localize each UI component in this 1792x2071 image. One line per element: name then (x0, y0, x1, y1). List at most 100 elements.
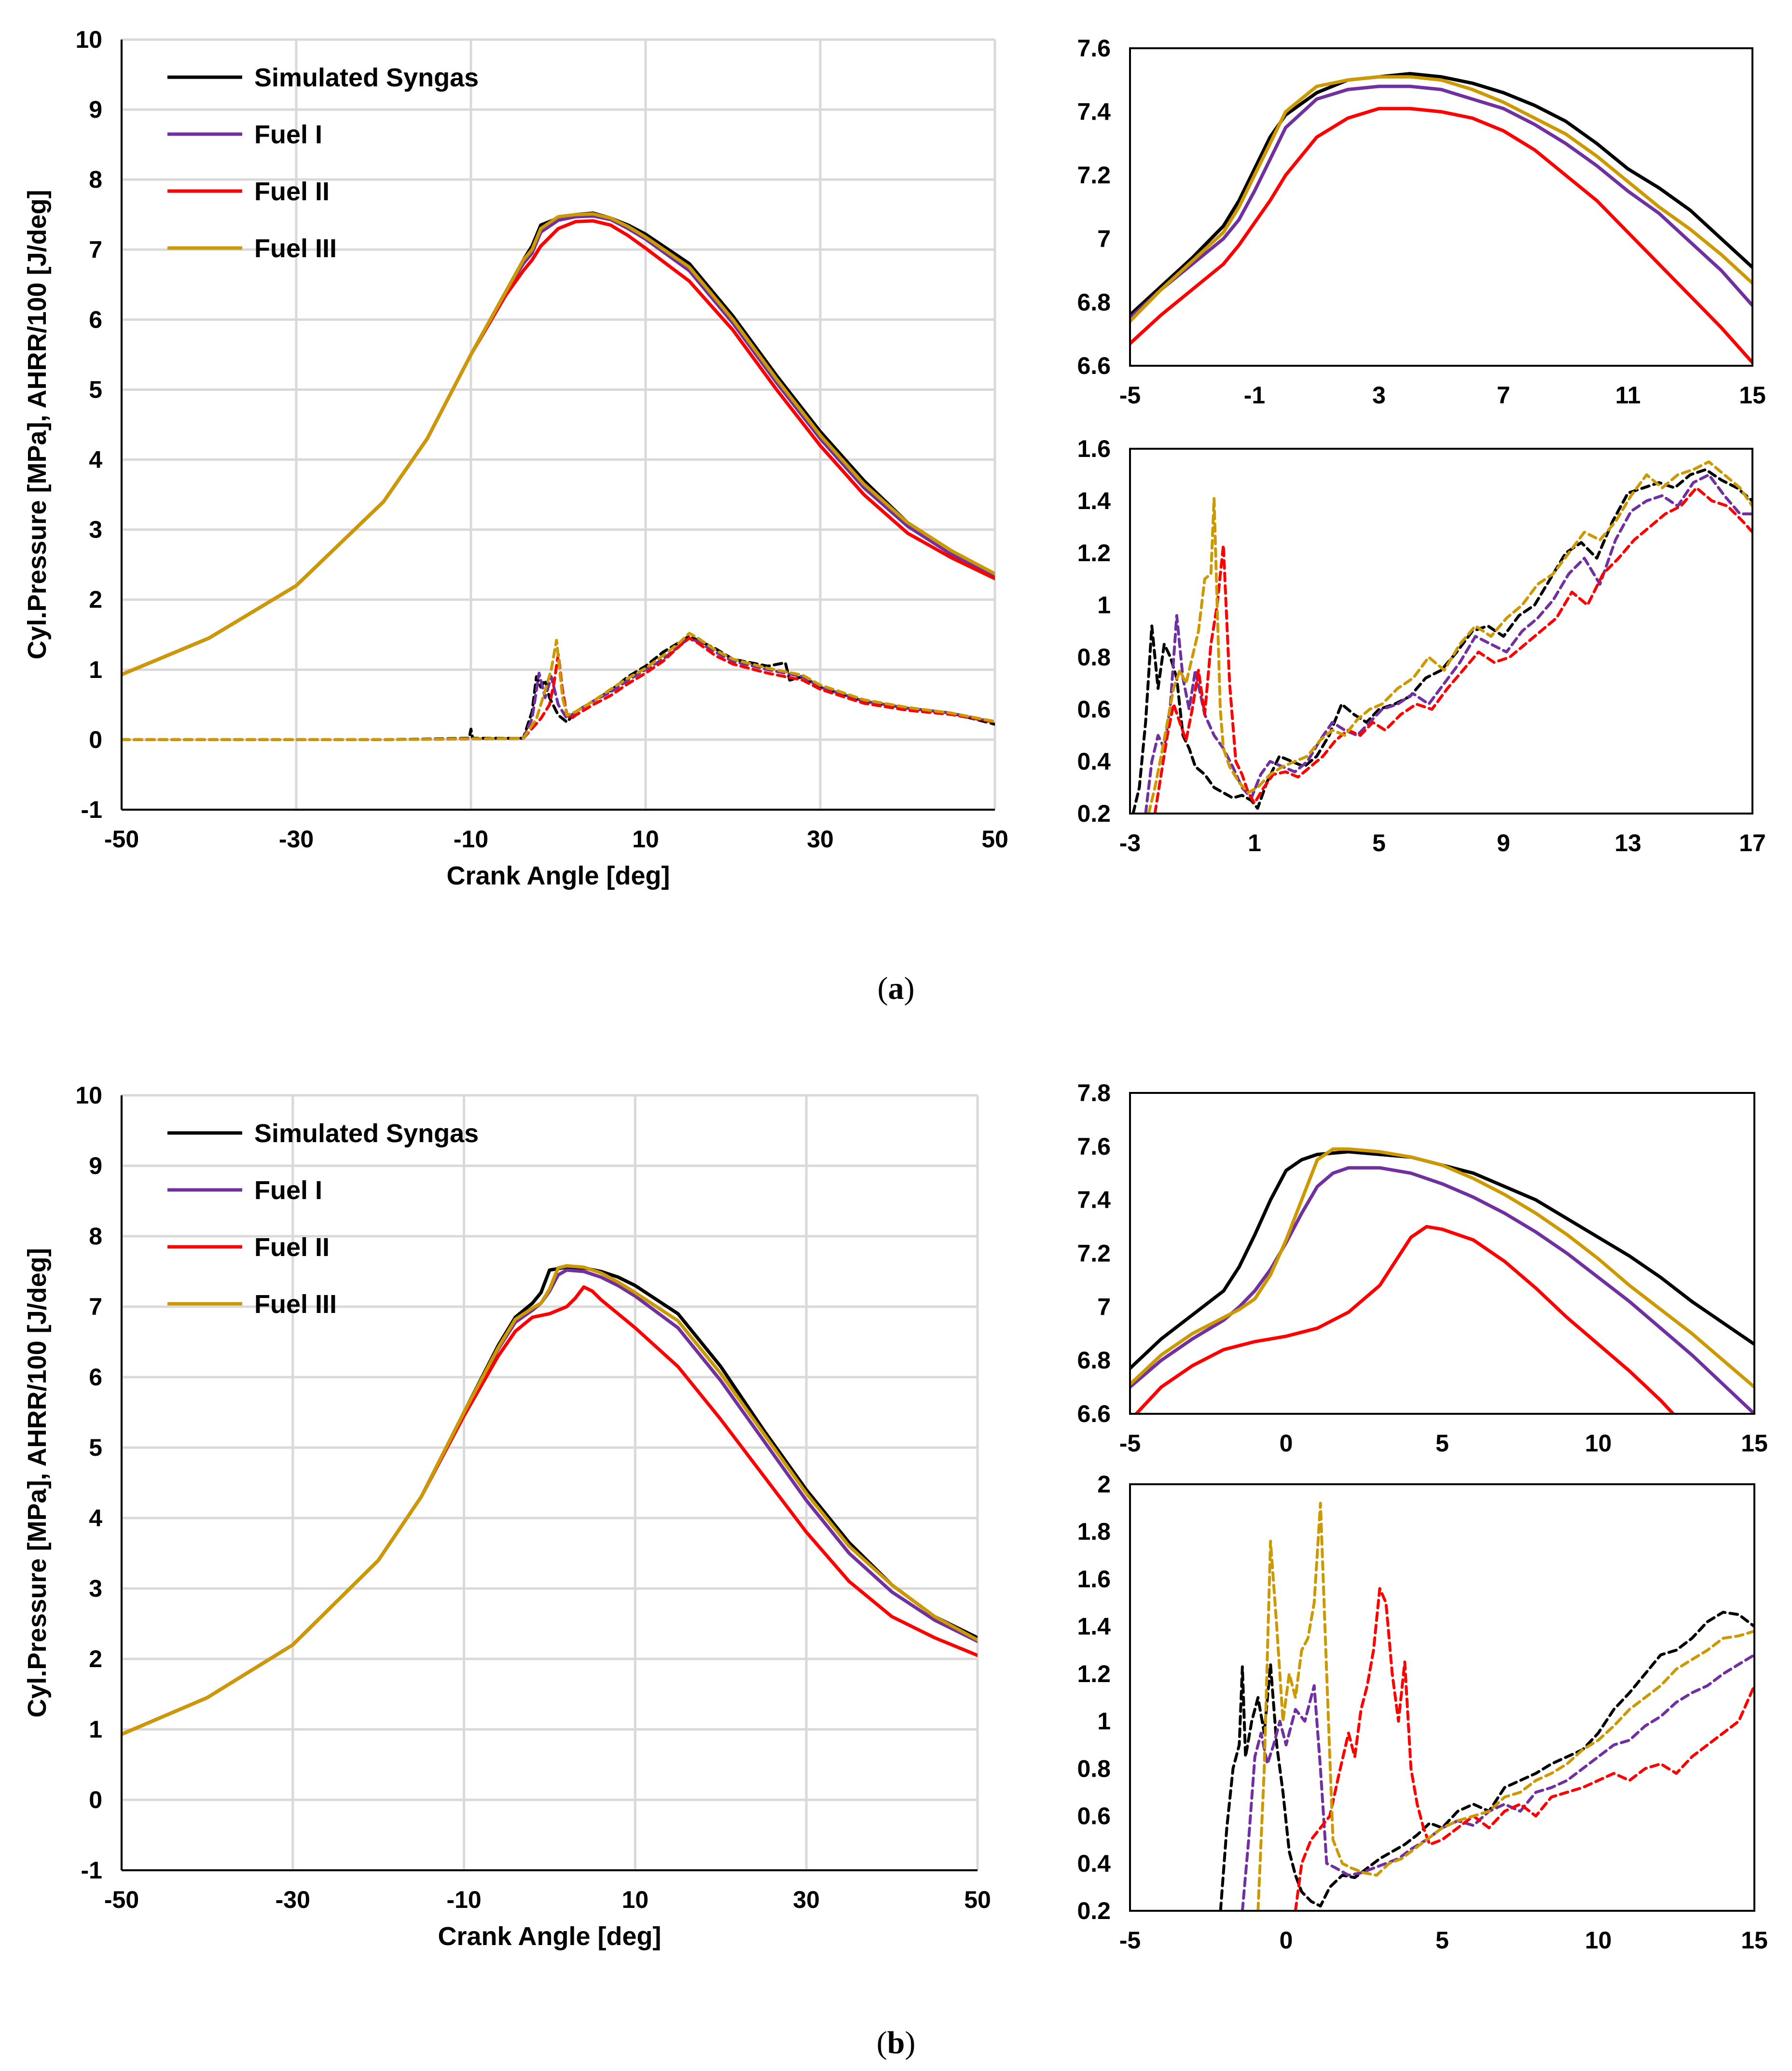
x-tick-label: -30 (279, 826, 314, 853)
chart-b-ahrr-zoom: -5 0 5 10 15 0.2 0.4 0.6 0.8 1 1.2 1.4 1.6 1.8 2 (1077, 1471, 1767, 1954)
x-tick-label: 30 (807, 826, 834, 853)
x-tick-label: 0 (1280, 1430, 1293, 1457)
y-tick-label: -1 (81, 1857, 102, 1884)
x-axis-label: Crank Angle [deg] (438, 1922, 661, 1951)
x-tick-label: -5 (1119, 382, 1141, 409)
x-tick-label: 10 (632, 826, 659, 853)
series-line-fuel-i-dashed (1241, 1653, 1754, 1911)
chart-a-ahrr-zoom: -3 1 5 9 13 17 0.2 0.4 0.6 0.8 1 1.2 1.4 1.6 (1077, 435, 1765, 856)
x-tick-label: 11 (1615, 382, 1641, 409)
y-tick-label: 6 (89, 306, 102, 333)
series-line-fuel-ii-solid (122, 219, 995, 677)
x-tick-label: -1 (1244, 382, 1265, 409)
series-line-simulated-syngas-dashed (1219, 1611, 1754, 1911)
y-tick-label: 0.6 (1077, 696, 1111, 723)
x-tick-label: 9 (1497, 829, 1510, 856)
y-tick-label: 7.8 (1077, 1079, 1111, 1106)
y-tick-label: 7 (1097, 225, 1111, 252)
y-tick-label: 1 (89, 656, 102, 683)
y-tick-label: 7.2 (1077, 162, 1111, 189)
series-line-fuel-i-solid (122, 214, 995, 677)
y-tick-label: 7.2 (1077, 1240, 1111, 1267)
legend: Simulated Syngas Fuel I Fuel II Fuel III (167, 63, 479, 263)
y-tick-label: 1.8 (1077, 1518, 1111, 1545)
y-tick-label: 7 (89, 236, 102, 263)
series-line-fuel-ii-dashed (1153, 486, 1752, 814)
x-tick-label: -30 (276, 1886, 310, 1913)
y-tick-label: -1 (81, 796, 102, 823)
plot-frame (1129, 1483, 1755, 1912)
legend-label: Fuel II (254, 177, 330, 206)
series-line-fuel-i-solid (122, 1268, 978, 1736)
y-tick-label: 1.2 (1077, 539, 1111, 566)
y-axis-label: Cyl.Pressure [MPa], AHRR/100 [J/deg] (23, 190, 52, 659)
y-tick-label: 10 (75, 26, 102, 53)
series-line-fuel-iii-solid (1130, 1147, 1754, 1389)
series-line-fuel-iii-solid (122, 212, 995, 677)
y-tick-label: 1.4 (1077, 487, 1111, 514)
x-tick-label: 0 (1280, 1927, 1293, 1954)
series-line-fuel-iii-dashed (1147, 460, 1752, 814)
legend-label: Fuel III (254, 234, 337, 263)
y-tick-label: 1 (1097, 1708, 1111, 1735)
series-line-simulated-syngas-solid (122, 1265, 978, 1736)
y-tick-label: 1.6 (1077, 435, 1111, 462)
series-line-fuel-i-solid (1130, 84, 1752, 320)
y-tick-label: 0.2 (1077, 800, 1111, 827)
chart-b-pressure-zoom: -5 0 5 10 15 6.6 6.8 7 7.2 7.4 7.6 7.8 (1077, 1079, 1767, 1457)
series-line-fuel-iii-solid (1130, 75, 1752, 323)
y-tick-label: 7.4 (1077, 98, 1111, 125)
plot-frame (1129, 1092, 1755, 1415)
series-line-fuel-iii-dashed (122, 632, 995, 741)
x-tick-label: 15 (1741, 1430, 1768, 1457)
series-line-fuel-ii-solid (1134, 1225, 1675, 1414)
y-tick-label: 7.6 (1077, 35, 1111, 62)
x-tick-label: 15 (1741, 1927, 1768, 1954)
y-tick-label: 0.6 (1077, 1803, 1111, 1830)
series-line-fuel-ii-dashed (1294, 1587, 1754, 1911)
x-tick-label: -5 (1119, 1430, 1141, 1457)
series-line-simulated-syngas-solid (1130, 72, 1752, 317)
y-tick-label: 3 (89, 1575, 102, 1602)
chart-a-pressure-zoom: -5 -1 3 7 11 15 6.6 6.8 7 7.2 7.4 7.6 (1077, 35, 1765, 409)
x-tick-label: 10 (1585, 1927, 1612, 1954)
x-tick-label: -10 (454, 826, 488, 853)
caption-a: (a) (878, 971, 915, 1006)
x-tick-label: 5 (1372, 829, 1386, 856)
y-axis-label: Cyl.Pressure [MPa], AHRR/100 [J/deg] (23, 1248, 52, 1717)
y-tick-label: 7 (1097, 1293, 1111, 1320)
y-tick-label: 9 (89, 96, 102, 123)
x-tick-label: 30 (793, 1886, 820, 1913)
y-tick-label: 10 (75, 1082, 102, 1109)
plot-frame (1129, 448, 1753, 815)
y-tick-label: 2 (89, 1645, 102, 1672)
legend: Simulated Syngas Fuel I Fuel II Fuel III (167, 1119, 479, 1319)
y-tick-label: 0.4 (1077, 1850, 1111, 1877)
y-tick-label: 2 (89, 586, 102, 613)
y-tick-label: 0 (89, 1786, 102, 1813)
x-tick-label: -50 (104, 1886, 139, 1913)
series-line-simulated-syngas-dashed (1131, 468, 1752, 814)
x-tick-label: 1 (1248, 829, 1261, 856)
y-tick-label: 2 (1097, 1471, 1111, 1498)
series-line-simulated-syngas-solid (122, 211, 995, 677)
y-tick-label: 0 (89, 726, 102, 753)
y-tick-label: 7.6 (1077, 1133, 1111, 1160)
y-tick-label: 6.6 (1077, 1400, 1111, 1427)
y-tick-label: 1.6 (1077, 1565, 1111, 1592)
x-tick-label: 13 (1614, 829, 1641, 856)
y-tick-label: 4 (89, 446, 102, 473)
y-tick-label: 0.8 (1077, 1755, 1111, 1782)
plot-frame (1129, 47, 1753, 367)
y-tick-label: 1 (1097, 592, 1111, 619)
x-tick-label: 17 (1739, 829, 1766, 856)
series-line-fuel-ii-solid (122, 1285, 978, 1736)
legend-label: Fuel I (254, 120, 322, 149)
series-line-fuel-iii-solid (122, 1264, 978, 1736)
legend-label: Fuel II (254, 1233, 330, 1262)
y-tick-label: 0.8 (1077, 644, 1111, 671)
x-tick-label: 50 (964, 1886, 991, 1913)
y-tick-label: 1 (89, 1716, 102, 1743)
